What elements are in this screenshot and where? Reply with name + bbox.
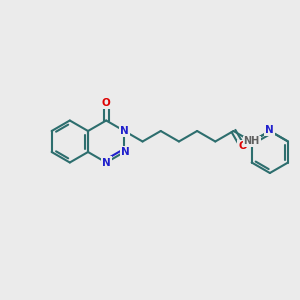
Text: N: N (266, 125, 274, 135)
Text: O: O (102, 98, 111, 108)
Text: N: N (102, 158, 111, 167)
Text: N: N (121, 147, 130, 157)
Text: NH: NH (244, 136, 260, 146)
Text: N: N (120, 126, 129, 136)
Text: O: O (238, 142, 247, 152)
